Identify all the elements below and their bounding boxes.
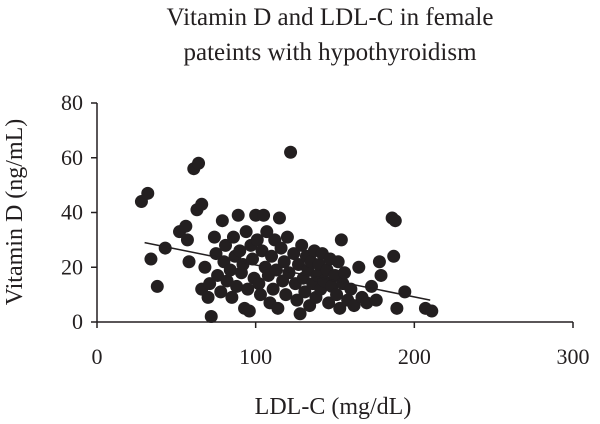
y-tick-label: 60 bbox=[61, 145, 83, 170]
y-tick-label: 0 bbox=[72, 309, 83, 334]
data-point bbox=[364, 279, 378, 293]
data-point bbox=[239, 225, 253, 239]
data-point bbox=[369, 293, 383, 307]
data-point bbox=[272, 211, 286, 225]
data-point bbox=[333, 301, 347, 315]
data-point bbox=[220, 274, 234, 288]
x-axis-ticks: 0 100 200 300 bbox=[92, 322, 590, 369]
data-point bbox=[211, 268, 225, 282]
x-tick-label: 0 bbox=[92, 344, 103, 369]
data-point bbox=[214, 285, 228, 299]
data-point bbox=[290, 293, 304, 307]
data-point bbox=[260, 225, 274, 239]
data-point bbox=[344, 282, 358, 296]
y-axis-ticks: 0 20 40 60 80 bbox=[61, 90, 97, 334]
chart-title: Vitamin D and LDL-C in female bbox=[167, 4, 494, 31]
data-point bbox=[158, 241, 172, 255]
data-point bbox=[215, 214, 229, 228]
data-point bbox=[252, 277, 266, 291]
data-point bbox=[331, 255, 345, 269]
data-point bbox=[179, 219, 193, 233]
data-point bbox=[390, 301, 404, 315]
data-point bbox=[203, 277, 217, 291]
data-point bbox=[352, 260, 366, 274]
data-point bbox=[198, 260, 212, 274]
data-point bbox=[334, 233, 348, 247]
chart-subtitle: pateints with hypothyroidism bbox=[183, 39, 477, 66]
data-point bbox=[387, 249, 401, 263]
data-point bbox=[223, 263, 237, 277]
data-point bbox=[144, 252, 158, 266]
data-point bbox=[225, 290, 239, 304]
data-point bbox=[372, 255, 386, 269]
data-point bbox=[279, 288, 293, 302]
data-point bbox=[257, 208, 271, 222]
data-point bbox=[347, 299, 361, 313]
data-point bbox=[265, 249, 279, 263]
data-point bbox=[253, 288, 267, 302]
data-point bbox=[274, 241, 288, 255]
data-point bbox=[201, 290, 215, 304]
data-point bbox=[292, 258, 306, 272]
x-tick-label: 100 bbox=[239, 344, 272, 369]
data-point bbox=[241, 282, 255, 296]
data-point bbox=[298, 285, 312, 299]
data-point bbox=[255, 244, 269, 258]
data-point bbox=[287, 247, 301, 261]
data-point bbox=[204, 310, 218, 324]
data-point bbox=[233, 244, 247, 258]
data-point bbox=[282, 266, 296, 280]
data-point bbox=[231, 208, 245, 222]
data-point bbox=[242, 304, 256, 318]
data-point bbox=[293, 307, 307, 321]
x-tick-label: 300 bbox=[557, 344, 590, 369]
data-point bbox=[280, 230, 294, 244]
data-point bbox=[295, 238, 309, 252]
trendline-group bbox=[144, 241, 431, 301]
data-point bbox=[271, 301, 285, 315]
data-point bbox=[388, 214, 402, 228]
data-point bbox=[250, 233, 264, 247]
data-point bbox=[150, 279, 164, 293]
x-tick-label: 200 bbox=[398, 344, 431, 369]
data-point bbox=[338, 266, 352, 280]
data-point bbox=[322, 296, 336, 310]
data-point bbox=[230, 279, 244, 293]
data-point bbox=[141, 186, 155, 200]
data-point bbox=[195, 197, 209, 211]
data-point bbox=[192, 156, 206, 170]
data-point bbox=[374, 268, 388, 282]
data-point bbox=[207, 230, 221, 244]
data-point bbox=[330, 288, 344, 302]
y-tick-label: 40 bbox=[61, 200, 83, 225]
trendline bbox=[144, 241, 431, 301]
y-tick-label: 80 bbox=[61, 90, 83, 115]
y-tick-label: 20 bbox=[61, 254, 83, 279]
data-points bbox=[134, 145, 439, 324]
data-point bbox=[245, 252, 259, 266]
data-point bbox=[269, 263, 283, 277]
x-axis-label: LDL-C (mg/dL) bbox=[255, 394, 412, 420]
data-point bbox=[219, 238, 233, 252]
data-point bbox=[425, 304, 439, 318]
data-point bbox=[182, 255, 196, 269]
data-point bbox=[266, 282, 280, 296]
data-point bbox=[180, 233, 194, 247]
data-point bbox=[277, 255, 291, 269]
y-axis-label: Vitamin D (ng/mL) bbox=[2, 119, 28, 306]
data-point bbox=[226, 230, 240, 244]
data-point bbox=[284, 145, 298, 159]
